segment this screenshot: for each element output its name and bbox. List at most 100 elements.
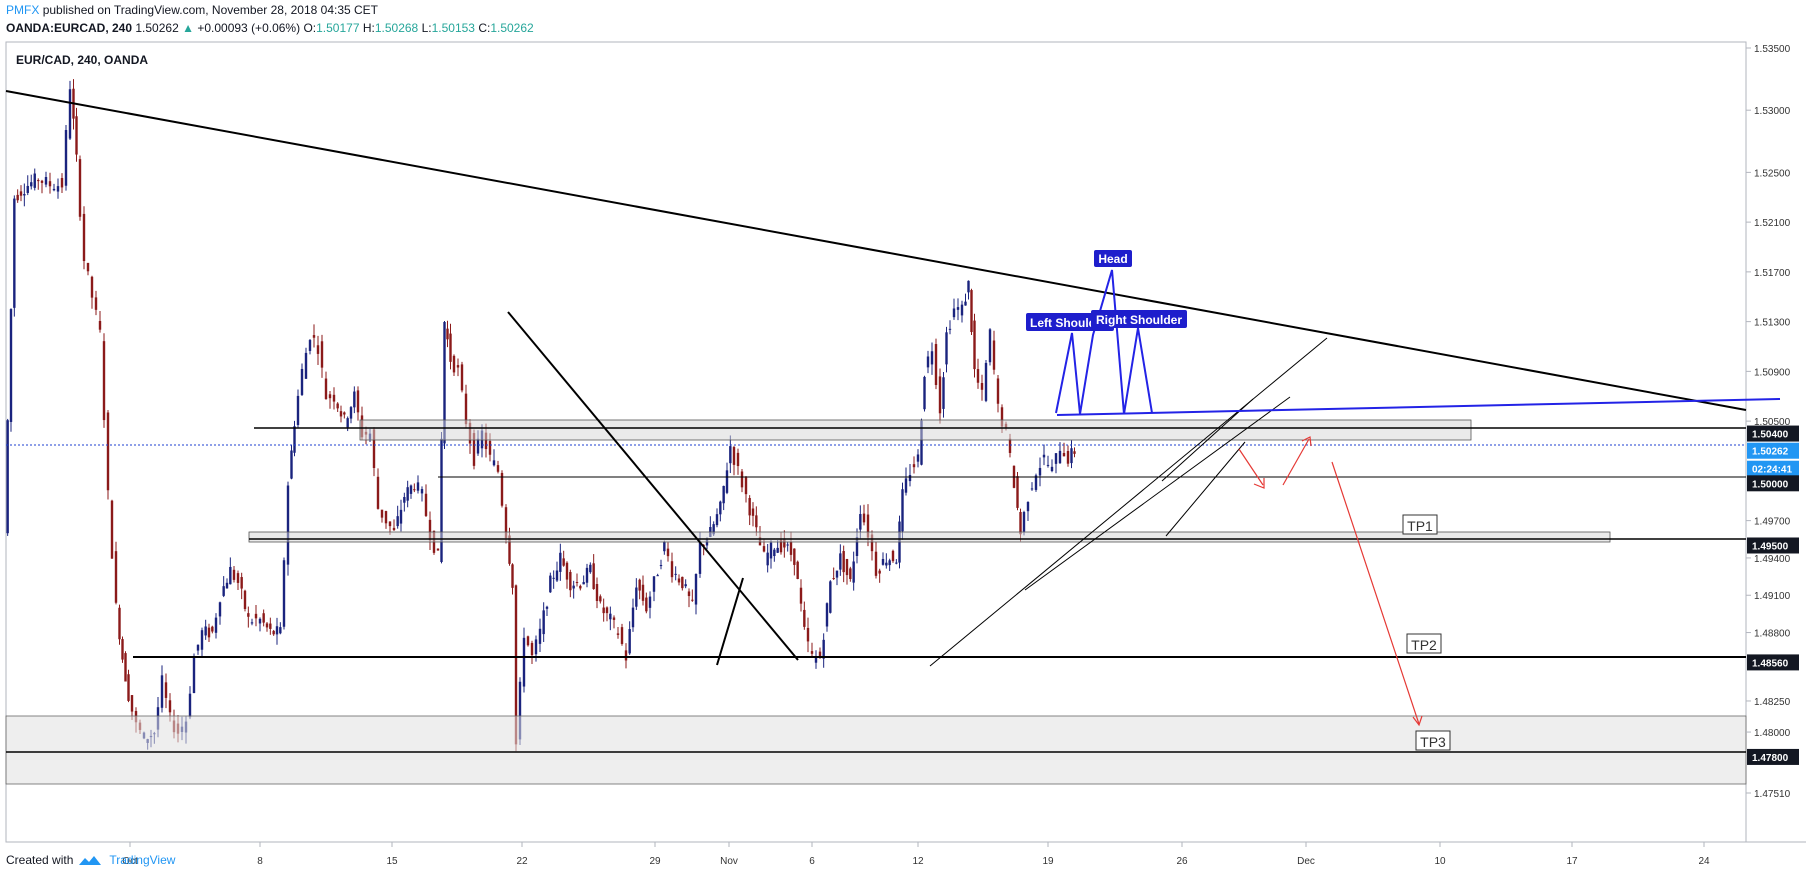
candle-body: [218, 602, 222, 617]
time-tick-label: 26: [1176, 856, 1188, 867]
candle-body: [511, 564, 514, 588]
neckline: [1056, 398, 1781, 416]
right-shoulder-label: Right Shoulder: [1096, 313, 1182, 327]
candle-body: [300, 368, 304, 395]
candle-body: [192, 657, 196, 694]
tp3-box: [1415, 730, 1451, 751]
candle-body: [118, 607, 121, 640]
candle-body: [992, 340, 996, 370]
candle-body: [416, 482, 420, 491]
candle-body: [545, 606, 549, 609]
price-tick-label: 1.50500: [1754, 417, 1791, 428]
candle-body: [628, 629, 631, 654]
candle-body: [6, 420, 9, 534]
candle-body: [829, 581, 832, 613]
candle-body: [214, 617, 218, 633]
price-labels: 1.50400 1.50262 02:24:41 1.50000 1.49500 1.48…: [1747, 425, 1799, 765]
candle-body: [265, 623, 269, 628]
high-label: H:: [362, 21, 375, 35]
candle-body: [372, 429, 376, 468]
candle-body: [1030, 488, 1034, 490]
candle-body: [659, 565, 663, 567]
candle-body: [715, 514, 719, 526]
candle-body: [793, 548, 796, 565]
candle-body: [484, 432, 488, 450]
candle-body: [272, 630, 275, 635]
candle-body: [569, 571, 572, 591]
time-tick-label: Dec: [1297, 856, 1315, 867]
candle-body: [279, 627, 282, 634]
candle-body: [124, 653, 127, 682]
candle-body: [964, 301, 967, 306]
candle-body: [740, 471, 744, 488]
candle-body: [687, 591, 691, 597]
candle-body: [960, 304, 964, 316]
candle-body: [948, 328, 952, 330]
candle-body: [476, 438, 480, 454]
candle-body: [518, 681, 522, 740]
candle-body: [555, 570, 559, 581]
low-label: L:: [421, 21, 432, 35]
candle-body: [56, 186, 60, 192]
candle-body: [575, 581, 579, 583]
candle-body: [26, 185, 29, 193]
candle-body: [90, 276, 94, 298]
candle-body: [296, 395, 300, 425]
candle-body: [996, 378, 1000, 404]
candle-body: [766, 552, 769, 566]
candle-body: [783, 538, 786, 548]
candle-body: [262, 613, 265, 623]
candle-body: [328, 394, 332, 399]
candle-body: [901, 489, 904, 532]
candle-body: [1062, 452, 1066, 457]
tp2-box: [1406, 633, 1442, 654]
demand-zone-tp3: [5, 715, 1747, 785]
candle-body: [332, 394, 336, 402]
high-value: 1.50268: [374, 21, 419, 35]
candle-body: [94, 297, 98, 310]
candle-body: [413, 489, 416, 491]
candle-body: [736, 452, 740, 467]
candle-body: [1070, 448, 1073, 464]
candle-body: [114, 551, 118, 603]
candle-body: [616, 633, 620, 635]
candle-body: [293, 426, 296, 453]
candle-body: [803, 609, 806, 627]
price-tick-label: 1.48250: [1754, 697, 1791, 708]
candle-body: [748, 498, 751, 516]
candle-body: [168, 700, 172, 713]
candle-body: [942, 377, 945, 409]
candle-body: [916, 454, 920, 462]
uptrend-line-outer: [929, 337, 1328, 667]
candle-body: [64, 130, 68, 186]
candle-body: [211, 626, 214, 632]
candle-body: [324, 378, 328, 400]
tradingview-link[interactable]: TradingView: [109, 853, 176, 867]
price-tick-label: 1.47510: [1754, 789, 1791, 800]
candle-body: [496, 465, 500, 472]
candle-body: [420, 489, 424, 494]
candle-body: [443, 322, 446, 444]
projection-down-arrowhead: [1253, 478, 1265, 489]
candle-body: [744, 477, 748, 495]
right-shoulder-label-box: [1091, 310, 1187, 328]
time-tick-label: 19: [1042, 856, 1054, 867]
candle-body: [789, 542, 793, 555]
last-price: 1.50262: [135, 21, 179, 35]
candle-body: [247, 613, 250, 617]
candle-body: [822, 639, 825, 659]
price-label-box: [1747, 460, 1799, 477]
publisher-name[interactable]: PMFX: [6, 3, 40, 17]
candle-body: [648, 596, 652, 608]
candle-body: [866, 514, 870, 538]
candle-body: [68, 89, 72, 139]
candle-body: [698, 542, 702, 574]
candle-body: [705, 539, 709, 546]
candle-body: [825, 603, 829, 627]
time-tick-label: 22: [516, 856, 528, 867]
price-label-text: 1.50000: [1752, 479, 1789, 490]
price-tick-label: 1.53500: [1754, 44, 1791, 55]
candle-body: [769, 542, 773, 559]
candle-body: [666, 548, 670, 557]
